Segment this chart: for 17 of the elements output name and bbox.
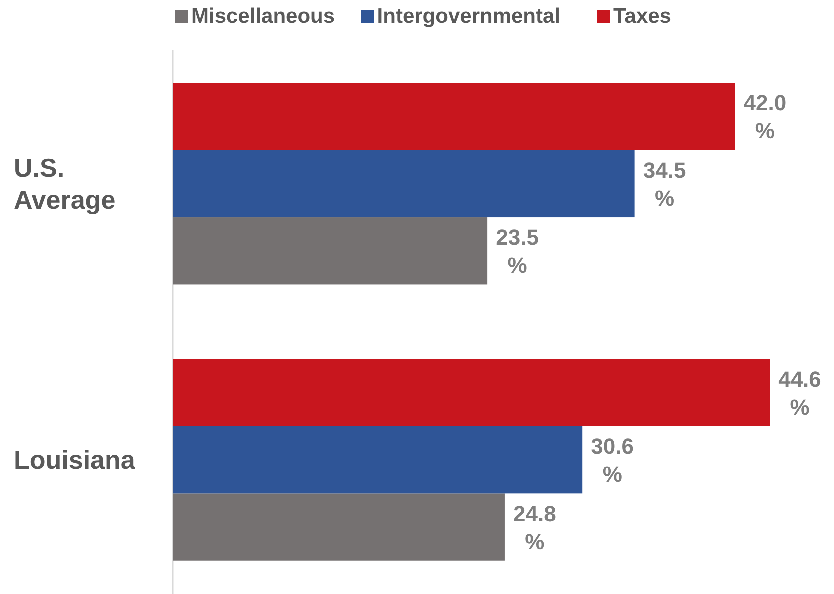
y-tick-label: U.S. Average [14,152,116,215]
legend-label: Taxes [614,5,672,28]
data-label: 30.6% [591,434,634,488]
y-tick-label: Louisiana [14,445,136,476]
data-label: 34.5% [643,158,686,211]
legend-label: Intergovernmental [377,5,561,28]
data-label: 24.8% [514,501,556,554]
bar [173,83,736,150]
data-label: 42.0% [744,90,787,144]
bar [173,218,488,285]
bar [173,426,583,494]
bar [173,359,770,426]
data-label: 23.5% [496,225,539,278]
legend-label: Miscellaneous [192,5,336,28]
data-label: 44.6% [778,366,822,420]
bar [173,150,635,218]
bar [173,494,505,561]
